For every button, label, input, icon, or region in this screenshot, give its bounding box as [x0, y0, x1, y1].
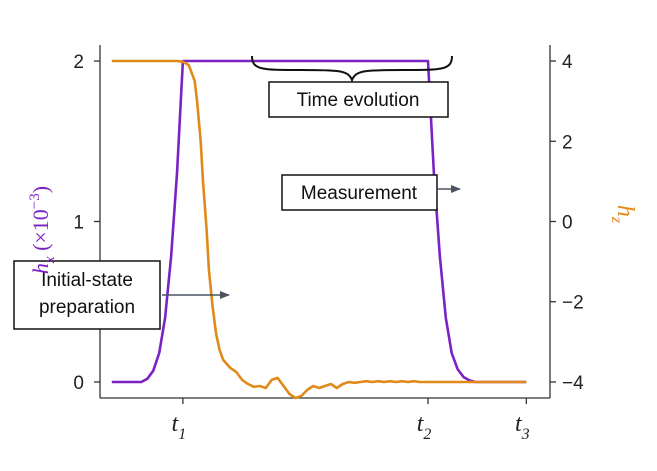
x-tick-label-2: t3	[515, 411, 530, 443]
left-tick-label-1: 1	[73, 213, 84, 234]
initial-state-text-line2: preparation	[39, 297, 135, 318]
measurement-box	[281, 174, 438, 211]
series-hz-line	[111, 59, 527, 400]
left-axis-label-unit: (×10	[28, 209, 53, 256]
left-tick-label-2: 2	[73, 52, 84, 73]
right-axis-label-main: h	[612, 205, 638, 217]
annotation-initial-state: Initial-state preparation	[13, 260, 230, 330]
initial-state-text-line1: Initial-state	[41, 270, 133, 291]
time-evolution-box	[268, 81, 449, 118]
right-axis-label: hz	[608, 205, 638, 224]
x-tick-label-1: t2	[417, 411, 432, 443]
left-tick-label-0: 0	[73, 373, 84, 394]
left-axis-ticks: 0 1 2	[73, 52, 100, 394]
x-tick-label-0: t1	[172, 411, 187, 443]
time-evolution-brace	[251, 55, 453, 83]
left-axis-label-close: )	[28, 186, 53, 193]
right-tick-label-4: −4	[562, 373, 584, 394]
left-axis-label: hx (×10−3)	[27, 186, 58, 274]
x-axis-ticks: t1 t2 t3	[172, 398, 530, 443]
initial-state-box	[13, 260, 161, 330]
right-axis-label-sub: z	[608, 216, 625, 224]
right-axis-ticks: 4 2 0 −2 −4	[550, 52, 584, 394]
annotation-time-evolution: Time evolution	[268, 81, 449, 118]
left-axis-label-main: h	[28, 263, 53, 274]
left-axis-label-exp: −3	[27, 193, 43, 209]
right-tick-label-3: −2	[562, 293, 584, 314]
time-evolution-text: Time evolution	[297, 90, 420, 111]
right-tick-label-2: 0	[562, 213, 573, 234]
left-axis-label-sub: x	[42, 256, 58, 264]
measurement-text: Measurement	[301, 183, 418, 204]
right-tick-label-0: 4	[562, 52, 573, 73]
annotation-measurement: Measurement	[281, 174, 461, 211]
right-tick-label-1: 2	[562, 132, 573, 153]
